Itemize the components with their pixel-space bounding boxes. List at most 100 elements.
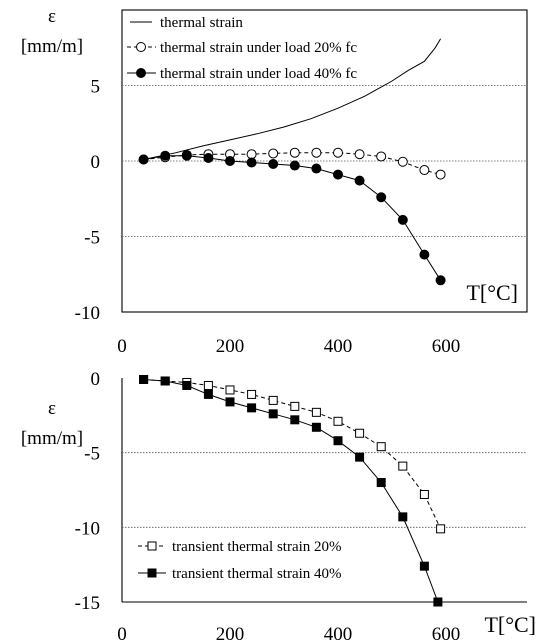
legend-marker-load-20 xyxy=(136,42,146,52)
data-point xyxy=(203,380,213,390)
data-point xyxy=(225,156,235,166)
data-point xyxy=(290,401,300,411)
data-point xyxy=(433,597,443,607)
x-axis-title-top: T[°C] xyxy=(466,280,518,305)
y-tick-label: 0 xyxy=(91,369,101,390)
y-tick-label: -5 xyxy=(84,228,100,249)
y-tick-labels-top: 5 0 -5 -10 xyxy=(75,77,100,325)
data-point xyxy=(268,395,278,405)
data-point xyxy=(138,154,149,165)
chart-thermal-strain: 5 0 -5 -10 0 200 400 600 ε [mm/m] T[°C] therma… xyxy=(21,6,528,357)
data-point xyxy=(225,397,235,407)
y-axis-symbol-top: ε xyxy=(48,6,56,27)
legend-top: thermal strain thermal strain under load… xyxy=(127,15,357,82)
legend-marker-transient-20 xyxy=(147,541,157,551)
data-point xyxy=(333,169,343,180)
legend-label-load-40: thermal strain under load 40% fc xyxy=(160,66,357,82)
data-point xyxy=(246,157,257,168)
data-point xyxy=(290,415,300,425)
data-point xyxy=(160,150,171,161)
gridlines-bottom xyxy=(122,452,527,528)
data-point xyxy=(311,407,321,417)
y-axis-unit-bottom: [mm/m] xyxy=(21,428,83,449)
legend-marker-transient-40 xyxy=(147,568,157,578)
data-point xyxy=(354,149,365,160)
series-group-bottom xyxy=(139,374,446,607)
y-tick-label: 0 xyxy=(91,152,101,173)
data-point xyxy=(247,403,257,413)
data-point xyxy=(289,160,300,171)
data-point xyxy=(376,151,387,162)
y-axis-unit-top: [mm/m] xyxy=(21,36,83,57)
data-point xyxy=(333,436,343,446)
data-point xyxy=(355,452,365,462)
data-point xyxy=(376,478,386,488)
data-point xyxy=(225,385,235,395)
data-point xyxy=(355,428,365,438)
legend-bottom: transient thermal strain 20% transient t… xyxy=(138,539,342,582)
data-point xyxy=(397,156,408,167)
data-point xyxy=(247,389,257,399)
data-point xyxy=(268,409,278,419)
x-axis-title-bottom: T[°C] xyxy=(484,612,536,637)
data-point xyxy=(397,214,408,225)
data-point xyxy=(419,561,429,571)
data-point xyxy=(435,275,446,286)
data-point xyxy=(289,147,300,158)
y-tick-label: -15 xyxy=(75,593,100,614)
data-point xyxy=(436,524,446,534)
data-point xyxy=(203,389,213,399)
legend-label-transient-20: transient thermal strain 20% xyxy=(172,539,342,555)
data-point xyxy=(268,159,279,170)
y-tick-labels-bottom: 0 -5 -10 -15 xyxy=(75,369,100,614)
data-point xyxy=(354,175,365,186)
x-tick-labels-top: 0 200 400 600 xyxy=(117,336,460,357)
x-tick-label: 200 xyxy=(216,336,245,357)
data-point xyxy=(268,148,279,159)
data-point xyxy=(181,150,192,161)
data-point xyxy=(333,147,343,158)
x-tick-label: 600 xyxy=(432,624,461,641)
data-point xyxy=(333,416,343,426)
y-axis-symbol-bottom: ε xyxy=(48,398,56,419)
legend-label-transient-40: transient thermal strain 40% xyxy=(172,566,342,582)
data-point xyxy=(182,380,192,390)
series-line xyxy=(143,38,442,160)
series-line xyxy=(143,155,442,281)
data-point xyxy=(435,169,446,180)
series-0 xyxy=(139,374,446,534)
legend-label-thermal-strain: thermal strain xyxy=(160,15,243,31)
legend-marker-load-40 xyxy=(136,68,146,78)
chart-transient-thermal-strain: 0 -5 -10 -15 0 200 400 600 ε [mm/m] T[°C] tran… xyxy=(21,369,536,641)
series-1 xyxy=(139,374,443,607)
x-tick-label: 600 xyxy=(432,336,461,357)
data-point xyxy=(311,163,322,174)
x-tick-label: 0 xyxy=(117,336,127,357)
data-point xyxy=(398,512,408,522)
data-point xyxy=(419,165,430,176)
x-tick-label: 200 xyxy=(216,624,245,641)
x-tick-label: 400 xyxy=(324,624,353,641)
data-point xyxy=(160,376,170,386)
data-point xyxy=(376,192,387,203)
series-0 xyxy=(143,38,442,160)
y-tick-label: 5 xyxy=(91,77,101,98)
data-point xyxy=(311,422,321,432)
data-point xyxy=(398,461,408,471)
data-point xyxy=(203,152,214,163)
legend-label-load-20: thermal strain under load 20% fc xyxy=(160,40,357,56)
x-tick-labels-bottom: 0 200 400 600 xyxy=(117,624,460,641)
data-point xyxy=(419,249,430,260)
x-tick-label: 0 xyxy=(117,624,127,641)
y-tick-label: -10 xyxy=(75,518,100,539)
data-point xyxy=(376,442,386,452)
data-point xyxy=(419,489,429,499)
x-tick-label: 400 xyxy=(324,336,353,357)
data-point xyxy=(311,147,322,158)
data-point xyxy=(139,374,149,384)
y-tick-label: -5 xyxy=(84,444,100,465)
data-point xyxy=(246,149,257,160)
series-line xyxy=(143,152,441,176)
series-group-top xyxy=(138,38,446,286)
gridlines-top xyxy=(122,85,527,237)
